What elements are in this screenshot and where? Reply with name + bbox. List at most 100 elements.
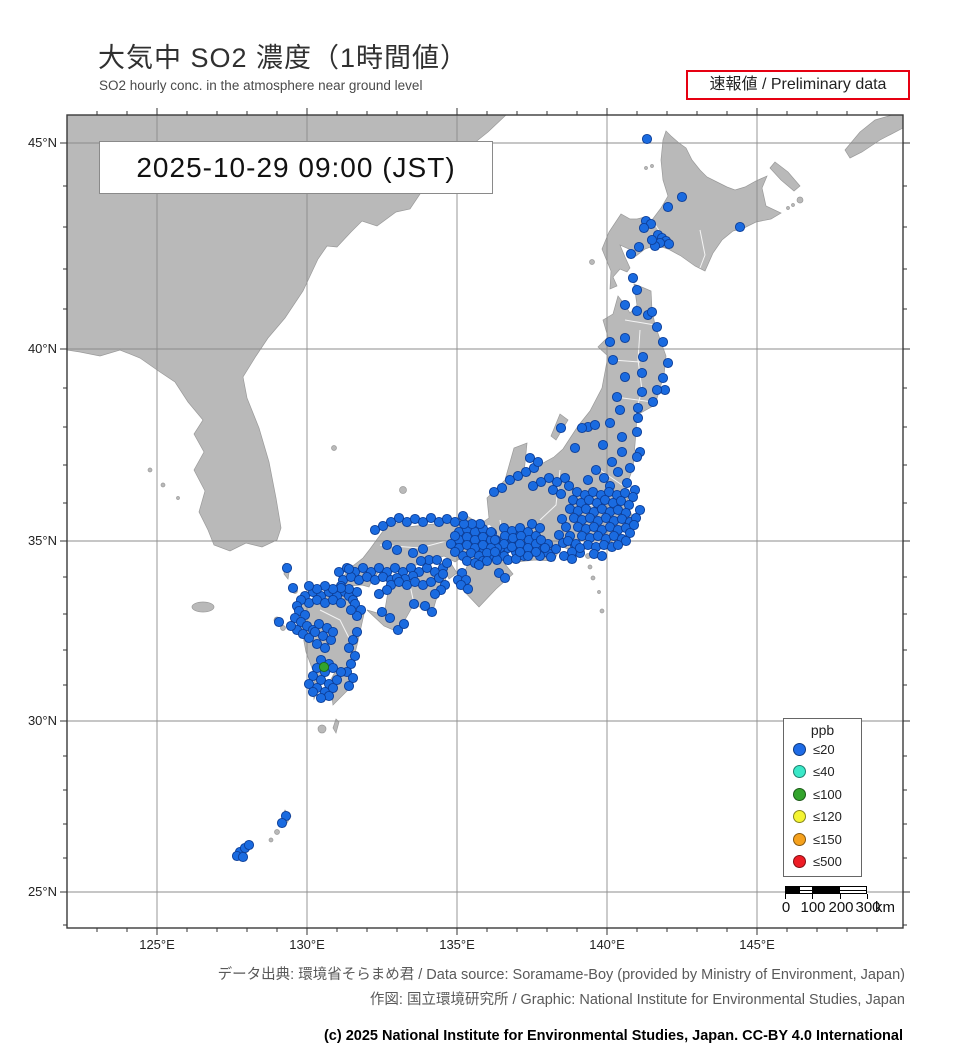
station-dot-blue <box>612 539 624 551</box>
habomai-islet <box>791 203 795 207</box>
station-dot-blue <box>631 284 643 296</box>
station-dot-blue <box>281 562 293 574</box>
station-dot-blue <box>651 321 663 333</box>
page-title: 大気中 SO2 濃度（1時間値） <box>98 43 469 73</box>
station-dot-blue <box>615 495 627 507</box>
scale-tick <box>785 894 786 899</box>
station-dot-blue <box>621 477 633 489</box>
station-dot-blue <box>373 562 385 574</box>
station-dot-blue <box>625 248 637 260</box>
izu-island <box>599 608 605 614</box>
station-dot-blue <box>612 466 624 478</box>
station-dot-blue <box>327 682 339 694</box>
korea-west-islet <box>147 467 153 473</box>
station-dot-blue <box>624 527 636 539</box>
station-dot-blue <box>624 462 636 474</box>
station-dot-blue <box>333 566 345 578</box>
station-dot-blue <box>627 491 639 503</box>
station-dot-blue <box>551 476 563 488</box>
footer-source-line: データ出典: 環境省そらまめ君 / Data source: Soramame-… <box>217 967 905 983</box>
map-frame <box>66 114 904 929</box>
legend-dot-icon <box>793 765 806 779</box>
okushiri-island <box>589 259 595 265</box>
yagishiri-islet <box>650 164 654 168</box>
station-dot-blue <box>425 512 437 524</box>
continent-landmass <box>67 115 507 552</box>
station-dot-blue <box>357 562 369 574</box>
legend-dot-icon <box>793 787 806 801</box>
station-dot-blue <box>555 488 567 500</box>
station-dot-blue <box>343 563 355 575</box>
station-dot-blue <box>285 620 297 632</box>
legend-item-label: ≤20 <box>813 741 835 757</box>
station-dot-blue <box>657 336 669 348</box>
station-dot-blue <box>315 692 327 704</box>
station-dot-blue <box>381 539 393 551</box>
station-dot-blue <box>676 191 688 203</box>
station-dot-blue <box>734 221 746 233</box>
station-dot-blue <box>419 600 431 612</box>
station-dot-blue <box>560 521 572 533</box>
station-dot-blue <box>637 351 649 363</box>
station-dots-layer <box>231 133 746 863</box>
teuri-islet <box>644 166 648 170</box>
station-dot-blue <box>514 546 526 558</box>
scale-bar: 0 100 200 300 km <box>779 884 919 920</box>
footer-copyright: (c) 2025 National Institute for Environm… <box>323 1028 903 1044</box>
scale-tick-label: 200 <box>828 899 854 916</box>
legend-box: ppb ≤20 ≤40 ≤100 ≤120 ≤150 ≤500 <box>783 718 862 877</box>
station-dot-blue <box>641 133 653 145</box>
station-dot-blue <box>449 546 461 558</box>
station-dot-blue <box>369 524 381 536</box>
station-dot-blue <box>449 530 461 542</box>
station-dot-blue <box>488 486 500 498</box>
okinoerabu-island <box>268 837 274 843</box>
jeju-island <box>191 601 215 613</box>
station-dot-blue <box>415 555 427 567</box>
legend-dot-icon <box>793 810 806 824</box>
station-dot-blue <box>376 606 388 618</box>
station-dot-blue <box>407 547 419 559</box>
legend-item: ≤500 <box>784 851 861 874</box>
station-dot-blue <box>504 474 516 486</box>
legend-dot-icon <box>793 832 806 846</box>
shikotan-island <box>796 196 804 204</box>
oki-island <box>399 486 407 494</box>
station-dot-blue <box>345 658 357 670</box>
legend-item-label: ≤100 <box>813 786 842 802</box>
station-dot-blue <box>662 201 674 213</box>
ulleung-island <box>331 445 337 451</box>
station-dot-blue <box>574 542 586 554</box>
station-dot-blue <box>632 402 644 414</box>
station-dot-blue <box>512 470 524 482</box>
lon-axis-label: 130°E <box>289 937 325 952</box>
legend-title: ppb <box>810 722 835 738</box>
timestamp-box: 2025-10-29 09:00 (JST) <box>99 141 493 194</box>
station-dot-blue <box>534 522 546 534</box>
station-dot-blue <box>535 534 547 546</box>
station-dot-blue <box>607 354 619 366</box>
page-subtitle: SO2 hourly conc. in the atmosphere near … <box>99 78 423 93</box>
axis-ticks-layer: 45°N 40°N 35°N 30°N 25°N 125°E 130°E 135°E 140°E… <box>28 108 910 952</box>
station-dot-blue <box>590 464 602 476</box>
station-dot-blue <box>349 650 361 662</box>
station-dot-blue <box>313 618 325 630</box>
station-dot-blue <box>243 839 255 851</box>
station-dot-blue <box>307 670 319 682</box>
station-dot-blue <box>638 222 650 234</box>
station-dot-blue <box>331 674 343 686</box>
station-dot-blue <box>614 404 626 416</box>
station-dot-blue <box>627 272 639 284</box>
station-dot-blue <box>633 241 645 253</box>
station-dot-blue <box>657 372 669 384</box>
station-dot-blue <box>604 417 616 429</box>
station-dot-blue <box>343 680 355 692</box>
station-dot-blue <box>555 422 567 434</box>
station-dot-blue <box>273 616 285 628</box>
station-dot-blue <box>547 484 559 496</box>
station-dot-blue <box>496 482 508 494</box>
station-dot-blue <box>634 504 646 516</box>
scale-bar-outline <box>785 886 867 894</box>
station-dot-blue <box>417 516 429 528</box>
